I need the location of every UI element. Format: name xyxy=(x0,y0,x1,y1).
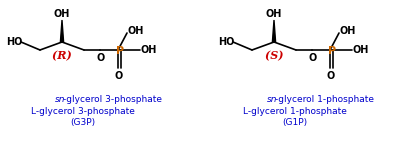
Text: L-glycerol 1-phosphate: L-glycerol 1-phosphate xyxy=(243,107,347,116)
Text: (G1P): (G1P) xyxy=(282,118,307,126)
Text: OH: OH xyxy=(54,9,70,19)
Text: O: O xyxy=(309,53,317,63)
Text: (G3P): (G3P) xyxy=(71,118,96,126)
Text: L-glycerol 3-phosphate: L-glycerol 3-phosphate xyxy=(31,107,135,116)
Text: P: P xyxy=(328,46,336,56)
Polygon shape xyxy=(60,20,63,42)
Text: OH: OH xyxy=(128,26,144,36)
Text: sn: sn xyxy=(55,95,66,105)
Text: HO: HO xyxy=(218,37,234,47)
Text: O: O xyxy=(115,71,123,81)
Text: P: P xyxy=(116,46,124,56)
Polygon shape xyxy=(273,20,276,42)
Text: -glycerol 3-phosphate: -glycerol 3-phosphate xyxy=(63,95,162,105)
Text: O: O xyxy=(327,71,335,81)
Text: O: O xyxy=(97,53,105,63)
Text: sn: sn xyxy=(267,95,278,105)
Text: OH: OH xyxy=(266,9,282,19)
Text: OH: OH xyxy=(353,45,369,55)
Text: -glycerol 1-phosphate: -glycerol 1-phosphate xyxy=(275,95,374,105)
Text: (​S): (​S) xyxy=(265,51,283,61)
Text: OH: OH xyxy=(340,26,356,36)
Text: (​R): (​R) xyxy=(52,51,72,61)
Text: OH: OH xyxy=(141,45,157,55)
Text: HO: HO xyxy=(6,37,22,47)
